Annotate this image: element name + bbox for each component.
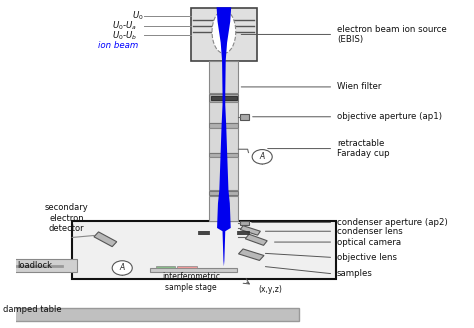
Text: objective lens: objective lens xyxy=(337,253,397,262)
Text: condenser lens: condenser lens xyxy=(337,227,403,236)
Bar xyxy=(7,259,77,272)
Bar xyxy=(210,61,238,93)
Polygon shape xyxy=(238,249,264,260)
Text: samples: samples xyxy=(337,269,373,278)
Bar xyxy=(210,157,238,190)
Polygon shape xyxy=(94,232,117,247)
Ellipse shape xyxy=(212,10,236,53)
Text: damped table: damped table xyxy=(3,305,62,315)
Text: $U_0$: $U_0$ xyxy=(131,10,143,22)
Bar xyxy=(210,102,238,123)
Bar xyxy=(210,153,238,157)
Bar xyxy=(150,268,237,272)
Bar xyxy=(210,196,238,221)
Bar xyxy=(72,221,336,279)
Bar xyxy=(240,114,249,120)
Bar xyxy=(7,308,299,321)
Text: ion beam: ion beam xyxy=(99,41,138,50)
Text: loadlock: loadlock xyxy=(17,261,52,270)
Text: $U_0$-$U_b$: $U_0$-$U_b$ xyxy=(112,29,137,42)
Polygon shape xyxy=(246,234,267,245)
Bar xyxy=(156,266,174,268)
Text: interferometric
sample stage: interferometric sample stage xyxy=(162,272,220,292)
Text: condenser aperture (ap2): condenser aperture (ap2) xyxy=(337,218,448,227)
Bar xyxy=(177,266,198,268)
Text: electron beam ion source
(EBIS): electron beam ion source (EBIS) xyxy=(337,25,447,44)
Text: objective aperture (ap1): objective aperture (ap1) xyxy=(337,112,442,121)
Bar xyxy=(240,221,248,225)
Text: A: A xyxy=(260,152,265,161)
Bar xyxy=(210,123,238,128)
Circle shape xyxy=(252,150,272,164)
Polygon shape xyxy=(217,7,231,266)
Bar xyxy=(191,8,257,61)
Text: A: A xyxy=(119,263,125,272)
Polygon shape xyxy=(240,226,260,235)
Text: $U_0$-$U_a$: $U_0$-$U_a$ xyxy=(112,19,137,32)
Text: Wien filter: Wien filter xyxy=(337,82,381,92)
Text: retractable
Faraday cup: retractable Faraday cup xyxy=(337,139,390,158)
Text: (x,y,z): (x,y,z) xyxy=(258,285,282,295)
Text: optical camera: optical camera xyxy=(337,237,401,247)
Text: secondary
electron
detector: secondary electron detector xyxy=(45,203,89,233)
Bar xyxy=(210,94,238,102)
Bar xyxy=(210,191,238,195)
Circle shape xyxy=(112,261,132,275)
Bar xyxy=(210,96,237,100)
Bar xyxy=(210,128,238,153)
